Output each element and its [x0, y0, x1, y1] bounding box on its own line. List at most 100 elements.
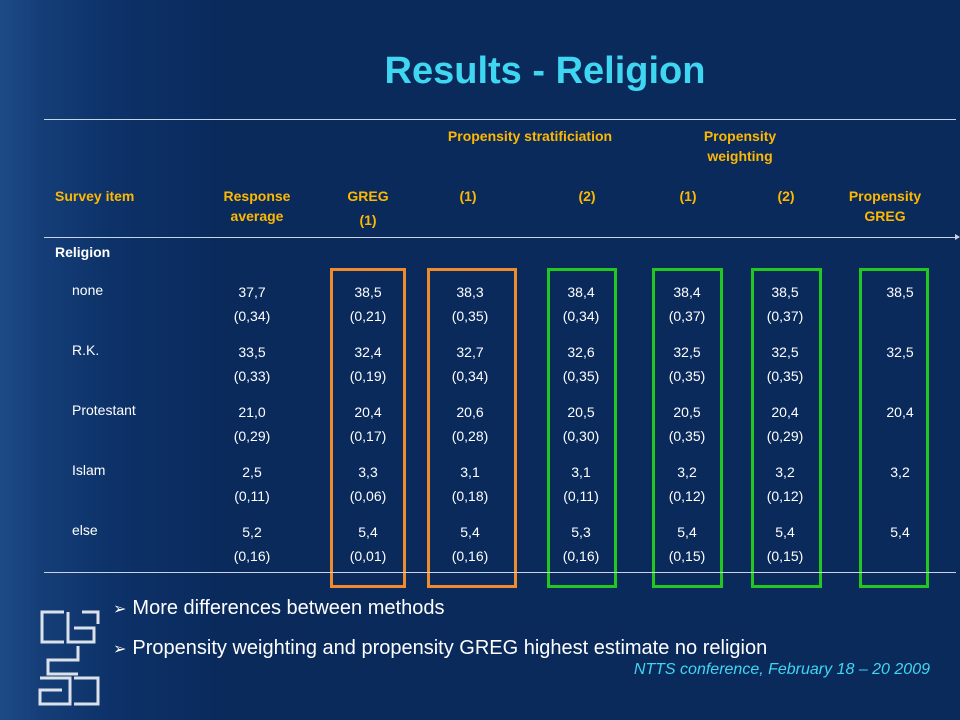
table-cell: 3,2 (0,12): [745, 460, 825, 508]
cell-estimate: 20,5: [567, 404, 595, 420]
table-cell: 20,6 (0,28): [430, 400, 510, 448]
table-cell: 32,5 (0,35): [745, 340, 825, 388]
row-label: else: [72, 522, 98, 538]
cell-standard-error: (0,35): [668, 368, 706, 384]
cell-standard-error: (0,34): [451, 368, 489, 384]
col-response-average-text: Response average: [223, 188, 291, 224]
col-strat-2: (2): [578, 188, 596, 204]
arrow-bullet-icon: ➢: [113, 601, 127, 618]
cell-estimate: 5,4: [358, 524, 378, 540]
cell-standard-error: (0,12): [766, 488, 804, 504]
cell-standard-error: (0,11): [563, 488, 599, 504]
highlight-strat-1: [427, 268, 517, 588]
cell-estimate: 32,5: [673, 344, 701, 360]
table-cell: 38,3 (0,35): [430, 280, 510, 328]
cell-estimate: 32,7: [456, 344, 484, 360]
table-cell: 38,4 (0,37): [647, 280, 727, 328]
table-cell: 21,0 (0,29): [212, 400, 292, 448]
table-cell: 32,5: [860, 340, 940, 388]
cell-standard-error: (0,17): [349, 428, 387, 444]
cell-estimate: 32,6: [567, 344, 595, 360]
bullet-2-text: Propensity weighting and propensity GREG…: [132, 637, 768, 659]
header-propensity-stratification: Propensity stratificiation: [440, 126, 620, 146]
cell-estimate: 32,4: [354, 344, 382, 360]
table-cell: 32,6 (0,35): [541, 340, 621, 388]
highlight-weight-2: [751, 268, 822, 588]
cell-estimate: 5,4: [890, 524, 910, 540]
table-cell: 5,4 (0,16): [430, 520, 510, 568]
cell-standard-error: (0,37): [766, 308, 804, 324]
highlight-weight-1: [652, 268, 723, 588]
cell-standard-error: (0,18): [451, 488, 489, 504]
table-cell: 2,5 (0,11): [212, 460, 292, 508]
row-label: R.K.: [72, 342, 100, 358]
cell-estimate: 3,2: [775, 464, 795, 480]
section-religion: Religion: [55, 244, 111, 260]
cell-estimate: 5,4: [775, 524, 795, 540]
table-cell: 3,1 (0,18): [430, 460, 510, 508]
cell-standard-error: (0,16): [562, 548, 600, 564]
table-cell: 20,4 (0,17): [328, 400, 408, 448]
cell-standard-error: (0,06): [349, 488, 387, 504]
cell-estimate: 5,4: [677, 524, 697, 540]
cell-estimate: 38,5: [771, 284, 799, 300]
table-cell: 20,5 (0,35): [647, 400, 727, 448]
cell-estimate: 5,4: [460, 524, 480, 540]
cell-standard-error: [860, 484, 940, 508]
cell-standard-error: (0,28): [451, 428, 489, 444]
table-cell: 5,3 (0,16): [541, 520, 621, 568]
col-greg: GREG (1): [330, 186, 406, 230]
col-greg-text: GREG: [347, 188, 389, 204]
header-propensity-weighting-text: Propensity weighting: [703, 128, 777, 164]
cell-estimate: 3,2: [677, 464, 697, 480]
table-cell: 37,7 (0,34): [212, 280, 292, 328]
cell-estimate: 20,6: [456, 404, 484, 420]
table-cell: 38,4 (0,34): [541, 280, 621, 328]
table-cell: 32,5 (0,35): [647, 340, 727, 388]
table-cell: 5,4 (0,15): [647, 520, 727, 568]
cell-standard-error: (0,34): [233, 308, 271, 324]
cell-standard-error: [860, 304, 940, 328]
row-label: Protestant: [72, 402, 136, 418]
col-propensity-greg: Propensity GREG: [840, 186, 930, 226]
cell-estimate: 20,4: [771, 404, 799, 420]
cell-estimate: 38,4: [673, 284, 701, 300]
table-cell: 20,4 (0,29): [745, 400, 825, 448]
cell-estimate: 2,5: [242, 464, 262, 480]
cell-estimate: 3,3: [358, 464, 378, 480]
col-strat-1: (1): [459, 188, 477, 204]
cell-estimate: 5,2: [242, 524, 262, 540]
cell-estimate: 3,1: [571, 464, 591, 480]
table-cell: 3,2 (0,12): [647, 460, 727, 508]
cell-standard-error: (0,35): [451, 308, 489, 324]
col-weight-2: (2): [777, 188, 795, 204]
bullet-1-text: More differences between methods: [132, 597, 445, 619]
col-response-average: Response average: [212, 186, 302, 226]
cell-standard-error: (0,35): [562, 368, 600, 384]
cell-standard-error: (0,37): [668, 308, 706, 324]
highlight-strat-2: [547, 268, 617, 588]
cell-standard-error: (0,12): [668, 488, 706, 504]
col-propensity-greg-text: Propensity GREG: [848, 188, 922, 224]
cell-estimate: 38,4: [567, 284, 595, 300]
cell-estimate: 33,5: [238, 344, 266, 360]
cell-standard-error: (0,33): [233, 368, 271, 384]
cell-estimate: 37,7: [238, 284, 266, 300]
cell-estimate: 5,3: [571, 524, 591, 540]
table-cell: 5,4 (0,15): [745, 520, 825, 568]
cell-standard-error: (0,16): [451, 548, 489, 564]
col-survey-item: Survey item: [55, 188, 135, 204]
table-cell: 38,5: [860, 280, 940, 328]
cell-standard-error: (0,30): [562, 428, 600, 444]
cell-standard-error: (0,35): [668, 428, 706, 444]
header-propensity-weighting: Propensity weighting: [675, 126, 805, 166]
cell-standard-error: (0,29): [766, 428, 804, 444]
cell-estimate: 20,4: [354, 404, 382, 420]
col-greg-sub: (1): [359, 212, 377, 228]
highlight-greg: [330, 268, 406, 588]
cbs-logo-icon: [38, 610, 100, 706]
cell-standard-error: [860, 544, 940, 568]
cell-standard-error: (0,29): [233, 428, 271, 444]
highlight-propensity-greg: [859, 268, 929, 588]
cell-estimate: 3,1: [460, 464, 480, 480]
